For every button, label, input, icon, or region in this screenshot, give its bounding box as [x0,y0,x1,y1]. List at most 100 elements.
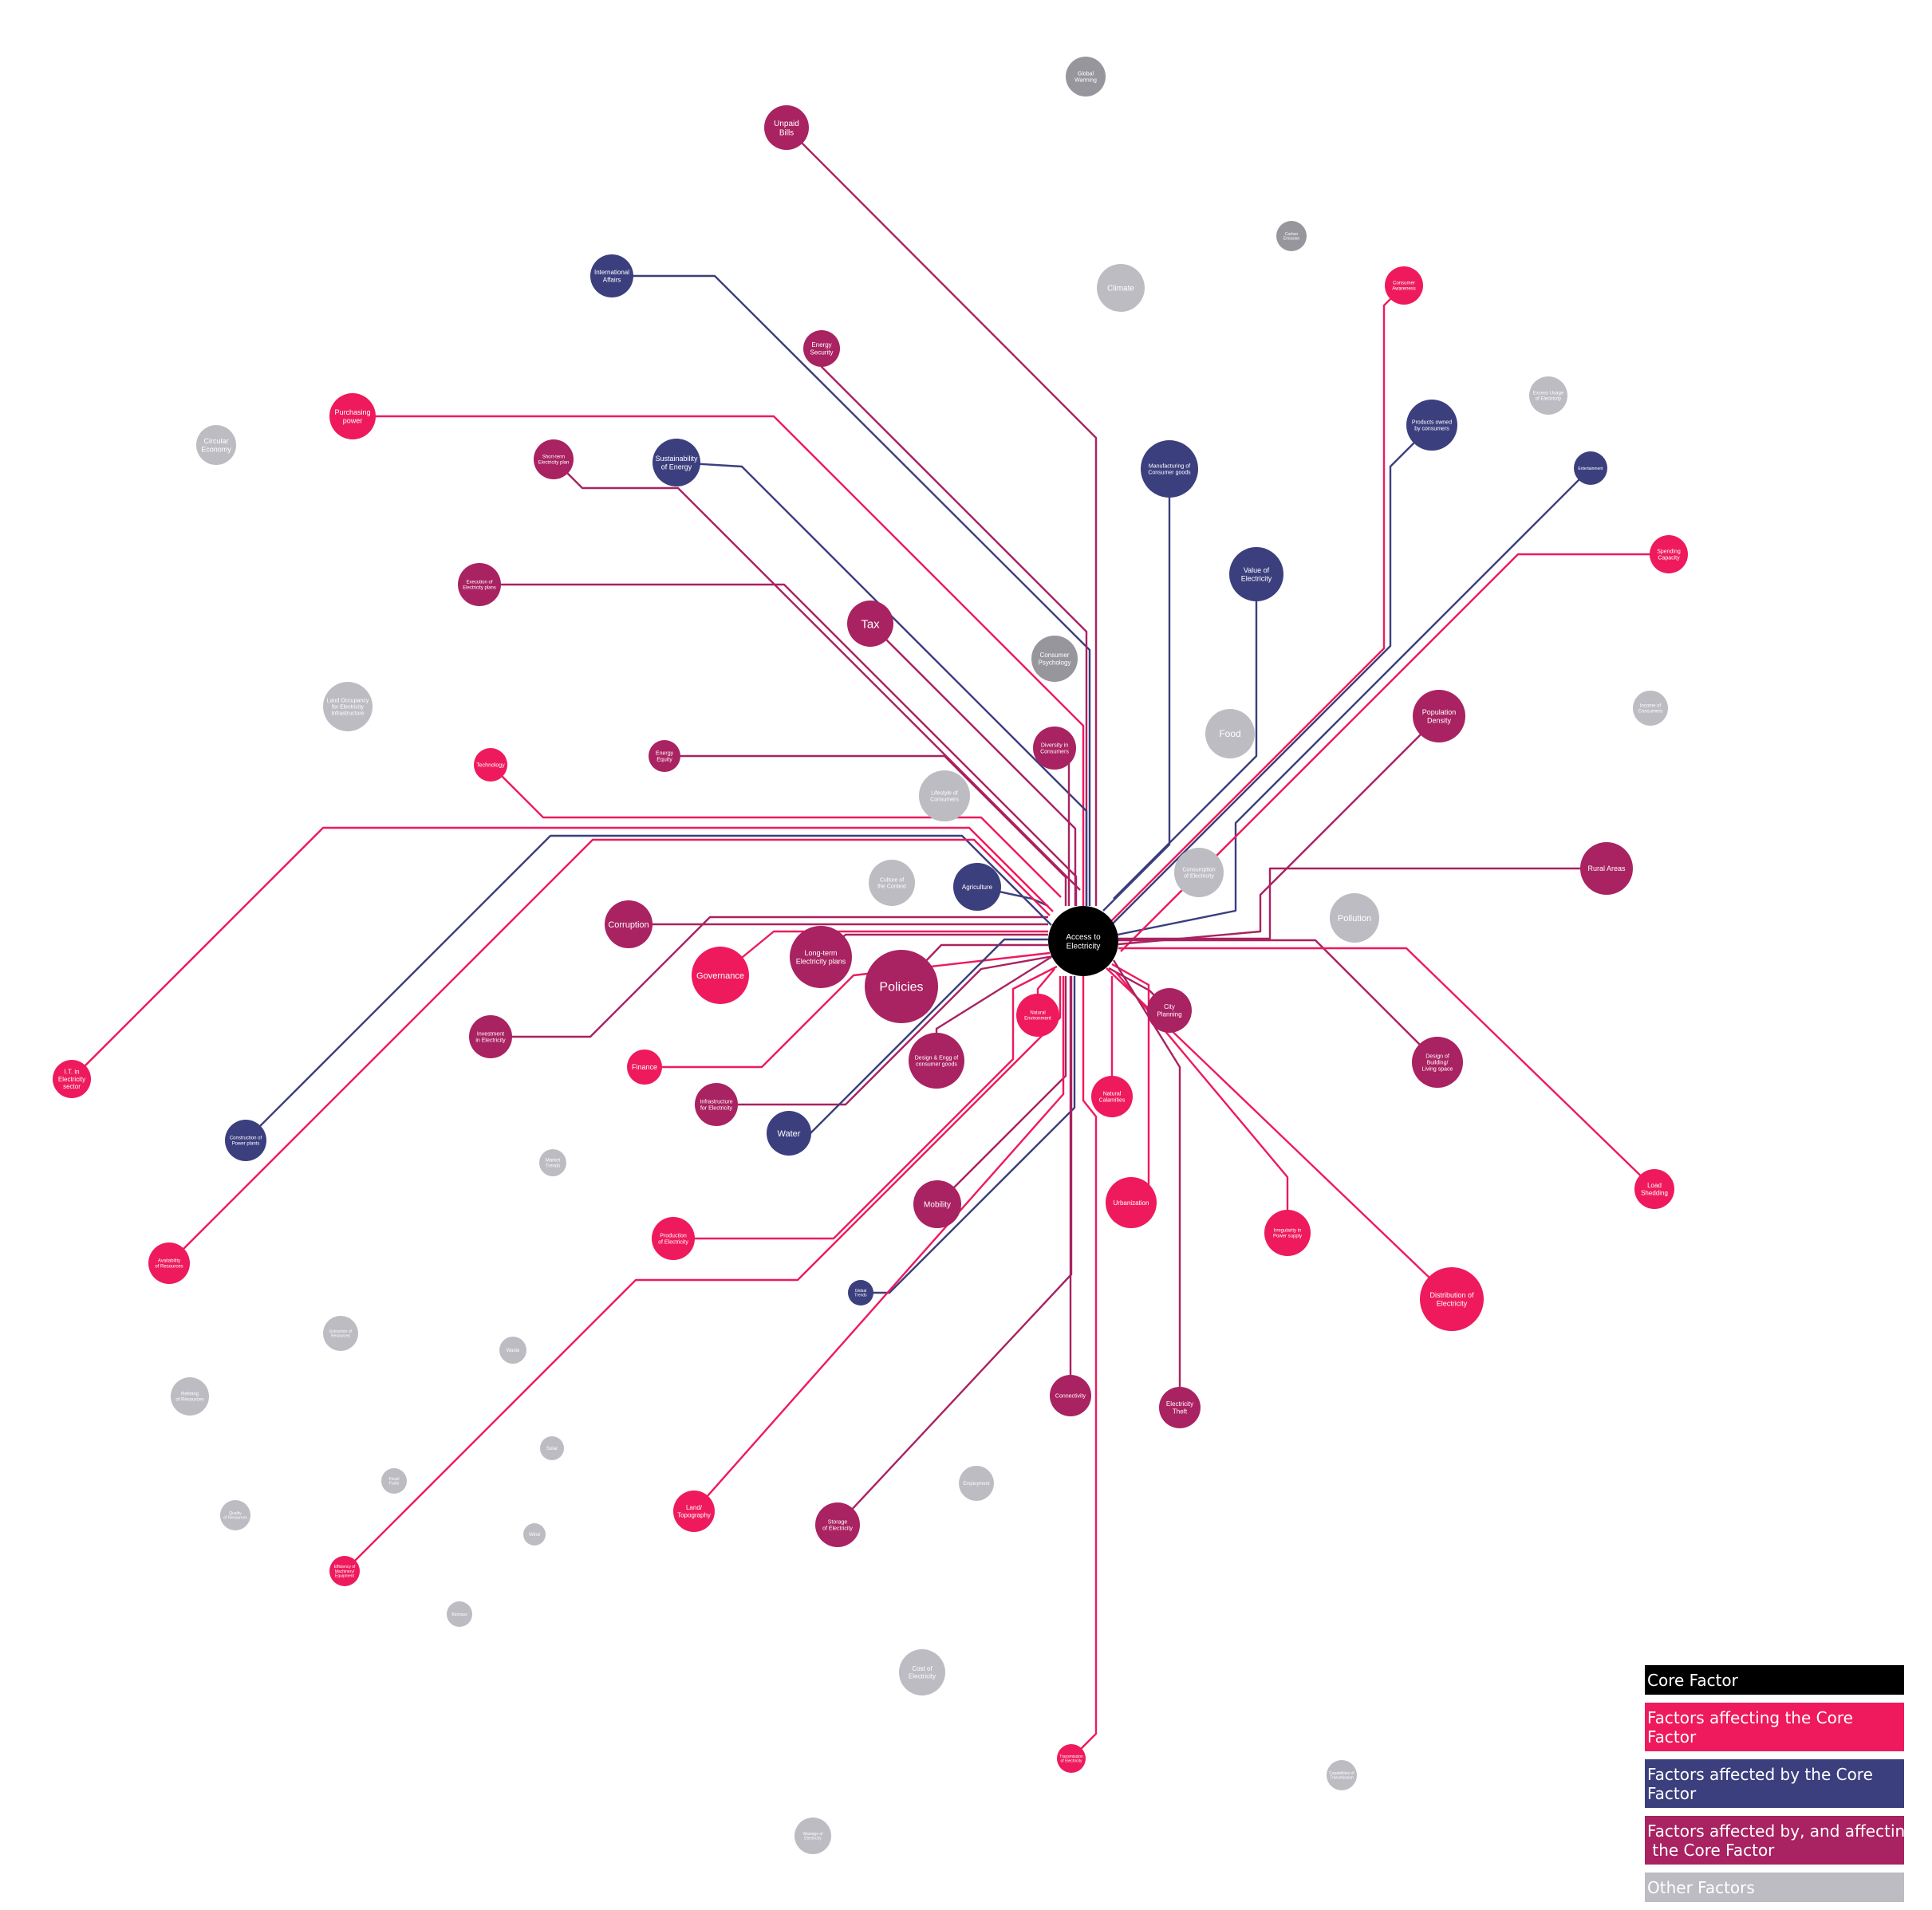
node-unpaid-bills-label: Unpaid Bills [774,120,799,138]
node-connectivity-label: Connectivity [1055,1393,1086,1399]
node-diversity-consumers: Diversity in Consumers [1033,727,1076,770]
node-refining-resources: Refining of Resources [171,1377,209,1416]
node-extraction-resources: Extraction of Resources [323,1316,358,1351]
node-quality-resources: Quality of Resources [220,1500,250,1530]
edge-diversity-consumers [1054,747,1070,906]
node-energy-security: Energy Security [803,330,840,367]
edge-storage [837,976,1073,1526]
node-efficiency-machinery-label: Efficiency of Machinery/Equipment [334,1565,356,1579]
edge-tax [869,623,1077,906]
node-carbon-emission-label: Carbon Emission [1283,232,1300,242]
node-solar-label: Solar [546,1447,558,1451]
node-irregularity-label: Irregularity in Power supply [1273,1229,1302,1239]
edge-production [673,965,1058,1240]
node-natural-environment-label: Natural Environment [1024,1011,1051,1022]
node-lifestyle-consumers-label: Lifestyle of Consumers [930,790,959,802]
node-pollution-label: Pollution [1338,914,1371,923]
node-efficiency-machinery: Efficiency of Machinery/Equipment [329,1556,360,1586]
node-energy-equity: Energy Equity [649,740,680,772]
edge-rural-areas [1118,867,1607,940]
edge-design-building [1118,939,1438,1063]
edge-global-trends [861,976,1076,1294]
edge-technology [490,764,1062,898]
node-excess-usage-label: Excess Usage of Electricity [1533,392,1564,402]
node-market-trends-label: Market Trends [546,1159,561,1169]
node-agriculture-label: Agriculture [962,884,993,891]
node-natural-calamities-label: Natural Calamities [1099,1091,1126,1103]
node-international-affairs: International Affairs [590,254,633,297]
edge-construction-plants [245,834,1052,1141]
node-design-consumer-goods-label: Design & Engg of consumer goods [915,1055,959,1067]
node-international-affairs-label: International Affairs [594,269,629,283]
node-climate-label: Climate [1107,285,1134,293]
node-refining-resources-label: Refining of Resources [175,1392,203,1403]
edge-load-shedding [1118,947,1655,1190]
node-agriculture: Agriculture [953,863,1001,911]
node-waste: Waste [499,1337,526,1364]
node-wastage-label: Wastage of Electricity [802,1832,823,1841]
node-culture-context: Culture of the Context [869,860,915,906]
node-consumer-awareness-label: Consumer Awareness [1392,282,1416,292]
node-diversity-consumers-label: Diversity in Consumers [1040,742,1069,754]
node-natural-environment: Natural Environment [1016,994,1059,1037]
edge-it-sector [71,826,1054,1080]
node-governance: Governance [692,947,749,1004]
edge-population-density [1118,715,1440,946]
node-biomass: Biomass [447,1601,472,1627]
node-energy-equity-label: Energy Equity [656,750,674,762]
node-distribution: Distribution of Electricity [1420,1267,1484,1331]
node-long-term-plans: Long-term Electricity plans [790,926,852,988]
node-connectivity: Connectivity [1050,1375,1091,1416]
node-solar: Solar [540,1436,564,1460]
node-distribution-label: Distribution of Electricity [1429,1291,1474,1307]
node-corruption: Corruption [605,900,653,948]
edge-manufacturing [1102,469,1171,912]
edge-execution-plans [479,583,1078,906]
node-circular-economy: Circular Economy [196,425,236,465]
node-wastage: Wastage of Electricity [794,1817,831,1854]
node-energy-security-label: Energy Security [810,341,834,356]
node-income-consumers-label: Income of Consumers [1638,704,1663,715]
node-rural-areas-label: Rural Areas [1587,864,1626,872]
node-urbanization-label: Urbanization [1114,1199,1149,1207]
node-natural-calamities: Natural Calamities [1091,1076,1133,1117]
node-culture-context-label: Culture of the Context [877,877,906,889]
edge-products-owned [1108,424,1433,928]
legend-item-affecting: Factors affecting the Core Factor [1645,1703,1904,1751]
node-governance-label: Governance [696,971,744,981]
node-tax: Tax [847,601,893,647]
node-infrastructure-label: Infrastructure for Electricity [700,1099,732,1111]
node-employment: Employment [959,1466,994,1501]
connection-lines [71,127,1669,1759]
node-global-trends-label: Global Trends [854,1289,867,1298]
node-employment-label: Employment [963,1482,990,1487]
node-income-consumers: Income of Consumers [1633,691,1668,726]
node-production: Production of Electricity [652,1217,695,1260]
node-corruption-label: Corruption [608,920,649,930]
edge-entertainment [1117,467,1591,936]
legend-item-other: Other Factors [1645,1873,1904,1902]
node-electricity-theft-label: Electricity Theft [1166,1400,1193,1415]
node-manufacturing: Manufacturing of Consumer goods [1141,440,1198,498]
node-it-sector-label: I.T. in Electricity sector [58,1069,85,1090]
node-food-label: Food [1219,728,1240,739]
node-transmission: Transmission of Electricity [1057,1744,1086,1773]
node-climate: Climate [1097,264,1145,312]
node-consumer-psychology: Consumer Psychology [1031,636,1078,682]
edge-electricity-theft [1112,959,1181,1408]
legend: Core Factor Factors affecting the Core F… [1645,1665,1920,1910]
node-land-topography-label: Land/Topography [677,1504,711,1518]
edge-transmission [1070,976,1098,1759]
node-global-warming: Global Warming [1066,57,1106,96]
node-consumption-electricity-label: Consumption of Electricity [1182,867,1215,879]
node-availability-resources-label: Availability of Resources [155,1259,183,1270]
node-carbon-emission: Carbon Emission [1276,221,1307,251]
node-lifestyle-consumers: Lifestyle of Consumers [919,770,970,821]
edge-energy-equity [664,754,1067,906]
node-fossil-fuels-label: Fossil Fuels [388,1477,399,1487]
node-availability-resources: Availability of Resources [148,1242,190,1284]
node-excess-usage: Excess Usage of Electricity [1529,376,1567,415]
node-production-label: Production of Electricity [658,1233,688,1245]
node-manufacturing-label: Manufacturing of Consumer goods [1148,463,1191,475]
